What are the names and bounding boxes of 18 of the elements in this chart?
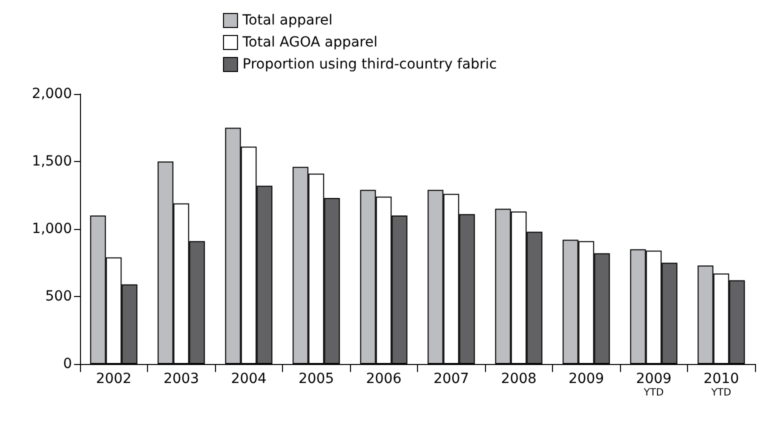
legend-label: Total apparel: [242, 12, 333, 28]
x-tick-label: 2007: [433, 371, 470, 387]
x-tick-label: 2004: [230, 371, 267, 387]
legend-label: Total AGOA apparel: [242, 34, 378, 50]
y-tick-label: 0: [63, 356, 72, 372]
x-tick-label: 2008: [500, 371, 537, 387]
legend-label: Proportion using third-country fabric: [242, 56, 497, 72]
y-tick-label: 500: [45, 288, 72, 304]
y-tick-label: 2,000: [32, 86, 72, 102]
y-tick-label: 1,500: [32, 154, 72, 170]
x-tick-label: 2009 YTD: [636, 371, 672, 398]
x-tick-label: 2009: [568, 371, 604, 387]
x-tick-label: 2003: [163, 371, 200, 387]
y-tick-label: 1,000: [32, 221, 72, 237]
x-tick-label: 2002: [96, 371, 132, 387]
x-tick-label: 2010 YTD: [703, 371, 740, 398]
x-tick-label: 2006: [366, 371, 402, 387]
x-tick-label: 2005: [298, 371, 334, 387]
